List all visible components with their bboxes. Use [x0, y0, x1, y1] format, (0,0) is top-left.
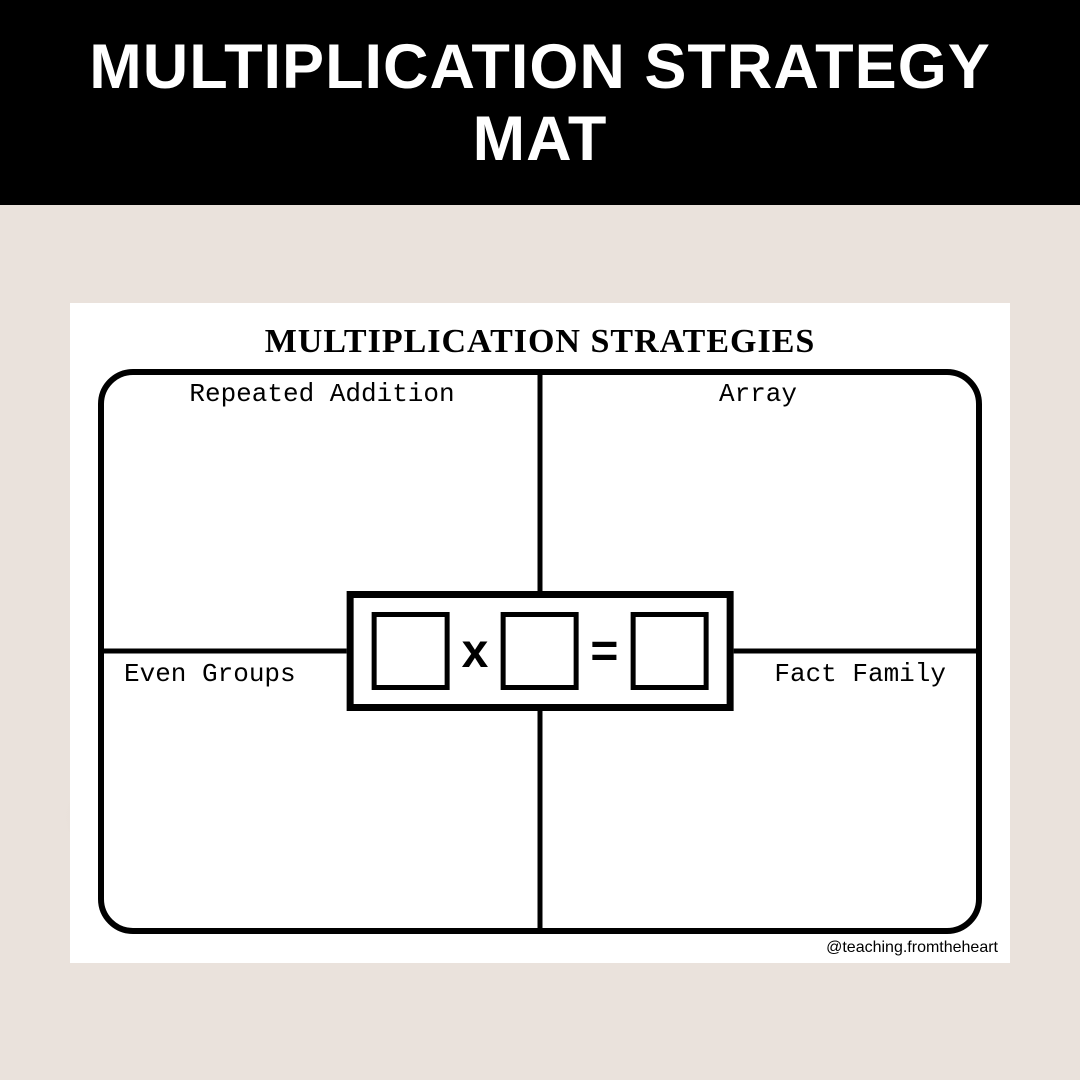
- quadrant-label-even-groups: Even Groups: [124, 659, 296, 689]
- worksheet: MULTIPLICATION STRATEGIES Repeated Addit…: [70, 303, 1010, 963]
- times-operator: x: [462, 624, 489, 679]
- multiplicand-box[interactable]: [372, 612, 450, 690]
- header-banner: MULTIPLICATION STRATEGY MAT: [0, 0, 1080, 205]
- quadrant-label-array: Array: [540, 379, 976, 409]
- equals-operator: =: [590, 624, 618, 679]
- equation-box: x =: [347, 591, 734, 711]
- quadrant-label-fact-family: Fact Family: [774, 659, 946, 689]
- content-area: MULTIPLICATION STRATEGIES Repeated Addit…: [0, 205, 1080, 1080]
- product-box[interactable]: [630, 612, 708, 690]
- strategy-grid: Repeated Addition Array Even Groups Fact…: [98, 369, 982, 934]
- watermark: @teaching.fromtheheart: [826, 939, 998, 957]
- header-title: MULTIPLICATION STRATEGY MAT: [20, 31, 1060, 175]
- worksheet-title: MULTIPLICATION STRATEGIES: [98, 323, 982, 361]
- multiplier-box[interactable]: [500, 612, 578, 690]
- quadrant-label-repeated-addition: Repeated Addition: [104, 379, 540, 409]
